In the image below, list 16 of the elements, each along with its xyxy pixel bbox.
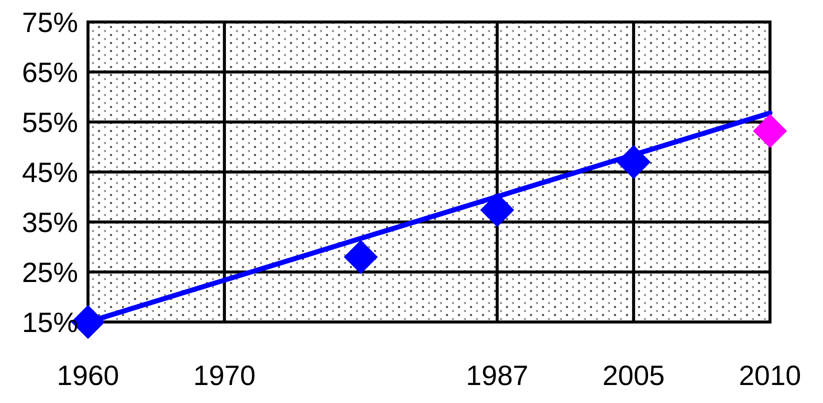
y-tick-label: 65% [22, 56, 78, 88]
x-tick-label: 1960 [56, 360, 120, 391]
y-tick-label: 75% [22, 6, 78, 38]
point [480, 193, 514, 227]
y-tick-label: 15% [22, 306, 78, 338]
point [753, 114, 787, 148]
point [344, 240, 378, 274]
y-tick-label: 35% [22, 206, 78, 238]
x-tick-label: 1987 [466, 360, 528, 391]
point [616, 145, 651, 179]
x-tick-label: 2005 [602, 360, 665, 391]
y-tick-label: 55% [22, 106, 78, 138]
x-tick-label: 2010 [738, 360, 802, 391]
y-tick-label: 25% [22, 256, 78, 288]
x-tick-label: 1970 [193, 360, 256, 391]
y-tick-label: 45% [22, 156, 78, 188]
